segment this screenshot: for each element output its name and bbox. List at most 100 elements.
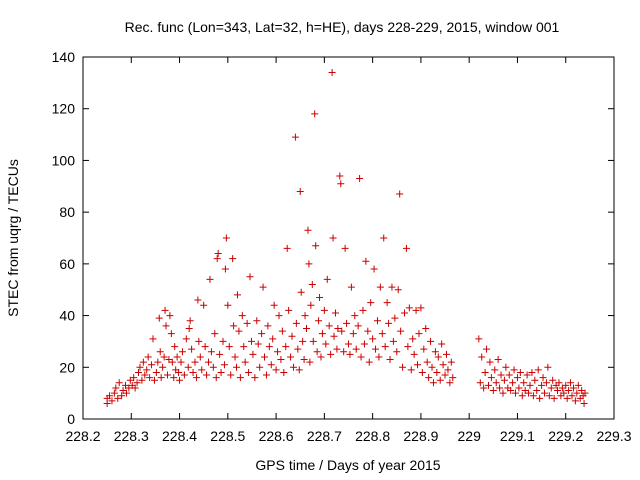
data-point-plus-marker	[336, 172, 344, 180]
data-point-plus-marker	[168, 358, 176, 366]
data-point-plus-marker	[567, 379, 575, 387]
data-point-plus-marker	[138, 376, 146, 384]
data-point-plus-marker	[362, 257, 370, 265]
data-point-plus-marker	[376, 283, 384, 291]
data-point-plus-marker	[438, 340, 446, 348]
data-point-plus-marker	[365, 358, 373, 366]
data-point-plus-marker	[103, 399, 111, 407]
data-point-plus-marker	[313, 348, 321, 356]
data-point-plus-marker	[328, 69, 336, 77]
data-point-plus-marker	[114, 394, 122, 402]
data-point-plus-marker	[338, 327, 346, 335]
data-point-plus-marker	[150, 376, 158, 384]
data-point-plus-marker	[301, 312, 309, 320]
data-point-plus-marker	[157, 374, 165, 382]
data-point-plus-marker	[308, 281, 316, 289]
data-point-plus-marker	[547, 384, 555, 392]
data-point-plus-marker	[108, 397, 116, 405]
data-point-plus-marker	[447, 358, 455, 366]
data-point-plus-marker	[261, 353, 269, 361]
data-point-plus-marker	[412, 306, 420, 314]
data-point-plus-marker	[211, 330, 219, 338]
data-point-plus-marker	[299, 337, 307, 345]
data-point-plus-marker	[573, 389, 581, 397]
data-point-plus-marker	[563, 394, 571, 402]
data-point-plus-marker	[130, 374, 138, 382]
data-point-plus-marker	[206, 275, 214, 283]
data-point-plus-marker	[520, 379, 528, 387]
data-point-plus-marker	[494, 356, 502, 364]
data-point-plus-marker	[560, 389, 568, 397]
data-point-plus-marker	[149, 335, 157, 343]
data-point-plus-marker	[484, 381, 492, 389]
data-point-plus-marker	[518, 392, 526, 400]
data-point-plus-marker	[135, 368, 143, 376]
data-point-plus-marker	[222, 234, 230, 242]
data-point-plus-marker	[475, 335, 483, 343]
data-point-plus-marker	[383, 299, 391, 307]
data-point-plus-marker	[306, 358, 314, 366]
data-point-plus-marker	[534, 366, 542, 374]
data-point-plus-marker	[118, 392, 126, 400]
data-point-plus-marker	[264, 322, 272, 330]
data-point-plus-marker	[505, 371, 513, 379]
data-point-plus-marker	[205, 358, 213, 366]
data-point-plus-marker	[292, 319, 300, 327]
data-point-plus-marker	[180, 371, 188, 379]
y-tick-label: 100	[52, 152, 76, 168]
data-point-plus-marker	[277, 356, 285, 364]
data-point-plus-marker	[397, 327, 405, 335]
data-point-plus-marker	[176, 376, 184, 384]
data-point-plus-marker	[388, 283, 396, 291]
data-point-plus-marker	[407, 366, 415, 374]
data-point-plus-marker	[207, 348, 215, 356]
data-point-plus-marker	[327, 350, 335, 358]
data-point-plus-marker	[219, 337, 227, 345]
data-point-plus-marker	[258, 330, 266, 338]
data-point-plus-marker	[380, 234, 388, 242]
data-point-plus-marker	[500, 376, 508, 384]
data-point-plus-marker	[516, 368, 524, 376]
data-point-plus-marker	[499, 389, 507, 397]
data-point-plus-marker	[249, 350, 257, 358]
data-point-plus-marker	[288, 332, 296, 340]
data-point-plus-marker	[133, 379, 141, 387]
data-point-plus-marker	[231, 353, 239, 361]
data-point-plus-marker	[189, 368, 197, 376]
data-point-plus-marker	[178, 348, 186, 356]
data-point-plus-marker	[155, 314, 163, 322]
data-point-plus-marker	[224, 301, 232, 309]
data-point-plus-marker	[163, 371, 171, 379]
data-point-plus-marker	[496, 384, 504, 392]
data-point-plus-marker	[233, 363, 241, 371]
data-points-group	[103, 69, 589, 407]
data-point-plus-marker	[502, 363, 510, 371]
data-point-plus-marker	[170, 374, 178, 382]
data-point-plus-marker	[531, 376, 539, 384]
data-point-plus-marker	[536, 394, 544, 402]
y-tick-label: 60	[59, 256, 75, 272]
data-point-plus-marker	[235, 327, 243, 335]
data-point-plus-marker	[341, 244, 349, 252]
data-point-plus-marker	[540, 389, 548, 397]
data-point-plus-marker	[227, 371, 235, 379]
data-point-plus-marker	[422, 325, 430, 332]
data-point-plus-marker	[428, 363, 436, 371]
data-point-plus-marker	[285, 306, 293, 314]
data-point-plus-marker	[243, 319, 251, 327]
data-point-plus-marker	[565, 387, 573, 395]
data-point-plus-marker	[434, 353, 442, 361]
data-point-plus-marker	[184, 363, 192, 371]
data-point-plus-marker	[269, 335, 277, 343]
data-point-plus-marker	[571, 397, 579, 405]
data-point-plus-marker	[209, 363, 217, 371]
data-point-plus-marker	[330, 332, 338, 340]
y-tick-label: 120	[52, 101, 76, 117]
data-point-plus-marker	[404, 343, 412, 351]
data-point-plus-marker	[337, 180, 345, 188]
data-point-plus-marker	[115, 379, 123, 387]
data-point-plus-marker	[173, 353, 181, 361]
data-point-plus-marker	[280, 368, 288, 376]
data-point-plus-marker	[581, 389, 589, 397]
data-point-plus-marker	[195, 337, 203, 345]
